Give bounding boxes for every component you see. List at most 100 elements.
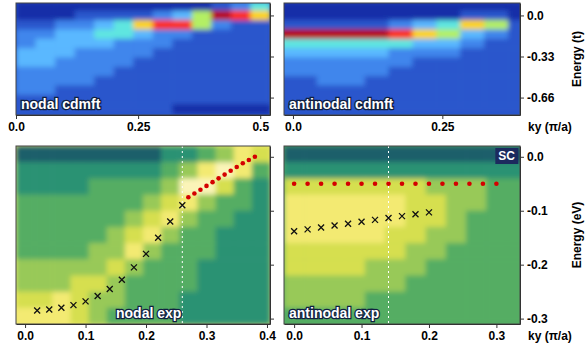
- heat-cell: [252, 178, 270, 195]
- heat-cell: [365, 146, 386, 163]
- heat-cell: [107, 162, 126, 179]
- heat-cell: [365, 227, 386, 244]
- panel-title: nodal cdmft: [21, 96, 101, 112]
- dot-marker: [332, 181, 337, 186]
- heat-cell: [211, 85, 231, 95]
- heat-cell: [446, 178, 467, 195]
- heat-cell: [55, 20, 75, 30]
- heat-cell: [89, 178, 108, 195]
- heat-cell: [89, 162, 108, 179]
- heat-cell: [507, 259, 520, 276]
- y-axis-tick: [270, 265, 274, 266]
- heat-cell: [486, 259, 507, 276]
- x-axis-tick: 0.25: [127, 115, 151, 134]
- dot-marker: [192, 191, 197, 196]
- heat-cell: [284, 39, 294, 49]
- heat-cell: [365, 39, 389, 49]
- heat-cell: [55, 11, 75, 21]
- heat-cell: [234, 308, 253, 324]
- heat-cell: [405, 211, 426, 228]
- heat-cell: [234, 227, 253, 244]
- heat-cell: [389, 11, 413, 21]
- dot-marker: [413, 181, 418, 186]
- plot-frame: [284, 146, 520, 324]
- heat-cell: [284, 11, 294, 21]
- tick-label: -0.1: [527, 204, 548, 218]
- heat-cell: [446, 146, 467, 163]
- heat-cell: [34, 227, 53, 244]
- heat-cell: [252, 162, 270, 179]
- tick-mark: [442, 115, 443, 119]
- heat-cell: [508, 67, 520, 77]
- heat-cell: [216, 195, 235, 212]
- heat-cell: [436, 85, 460, 95]
- heat-cell: [231, 3, 251, 11]
- heat-cell: [107, 178, 126, 195]
- x-axis: 0.00.10.20.30.4: [17, 324, 277, 343]
- heat-cell: [460, 29, 484, 39]
- heat-cell: [52, 146, 71, 163]
- heat-cell: [317, 11, 341, 21]
- heat-cell: [52, 195, 71, 212]
- heat-cell: [484, 11, 508, 21]
- heat-cell: [52, 275, 71, 292]
- heat-cell: [405, 227, 426, 244]
- tick-label: 0.0: [527, 150, 544, 164]
- heat-cell: [436, 11, 460, 21]
- heat-cell: [304, 227, 325, 244]
- heat-cell: [484, 39, 508, 49]
- heat-cell: [234, 292, 253, 309]
- heat-cell: [172, 29, 192, 39]
- heat-cell: [436, 20, 460, 30]
- heat-cell: [446, 243, 467, 260]
- heat-cell: [153, 85, 173, 95]
- heat-cell: [211, 3, 231, 11]
- heat-cell: [192, 20, 212, 30]
- heat-cell: [446, 162, 467, 179]
- heat-cell: [36, 39, 56, 49]
- heat-cell: [55, 57, 75, 67]
- heat-cell: [460, 85, 484, 95]
- heat-cell: [70, 146, 89, 163]
- heat-cell: [484, 48, 508, 58]
- heat-cell: [107, 275, 126, 292]
- heat-cell: [55, 85, 75, 95]
- cross-marker: [399, 213, 405, 219]
- heatmap: [284, 146, 520, 324]
- plot-ground: [16, 3, 270, 115]
- x-axis: 0.00.25: [285, 115, 521, 134]
- heat-cell: [460, 20, 484, 30]
- heat-cell: [211, 95, 231, 105]
- heat-cell: [385, 292, 406, 309]
- heat-cell: [192, 76, 212, 86]
- heat-cell: [466, 308, 487, 324]
- heat-cell: [211, 48, 231, 58]
- heat-cell: [34, 162, 53, 179]
- heat-cell: [89, 308, 108, 324]
- tick-mark: [270, 211, 274, 212]
- heat-cell: [484, 20, 508, 30]
- heat-cell: [172, 76, 192, 86]
- heat-cell: [412, 57, 436, 67]
- heat-cell: [197, 243, 216, 260]
- dot-marker: [305, 181, 310, 186]
- heat-cell: [426, 146, 447, 163]
- heat-cell: [192, 3, 212, 11]
- heat-cell: [507, 178, 520, 195]
- tick-mark: [270, 265, 274, 266]
- heat-cell: [466, 292, 487, 309]
- heat-cell: [324, 195, 345, 212]
- y-axis-tick: [270, 211, 274, 212]
- heat-cell: [508, 3, 520, 11]
- tick-mark: [520, 15, 524, 16]
- heat-cell: [460, 57, 484, 67]
- heat-cell: [365, 48, 389, 58]
- heat-cell: [52, 292, 71, 309]
- heat-cell: [211, 67, 231, 77]
- heat-cell: [304, 195, 325, 212]
- heat-cell: [172, 95, 192, 105]
- tick-label: -0.66: [527, 91, 555, 105]
- heat-cell: [486, 275, 507, 292]
- heat-cell: [466, 243, 487, 260]
- cross-marker: [167, 219, 173, 225]
